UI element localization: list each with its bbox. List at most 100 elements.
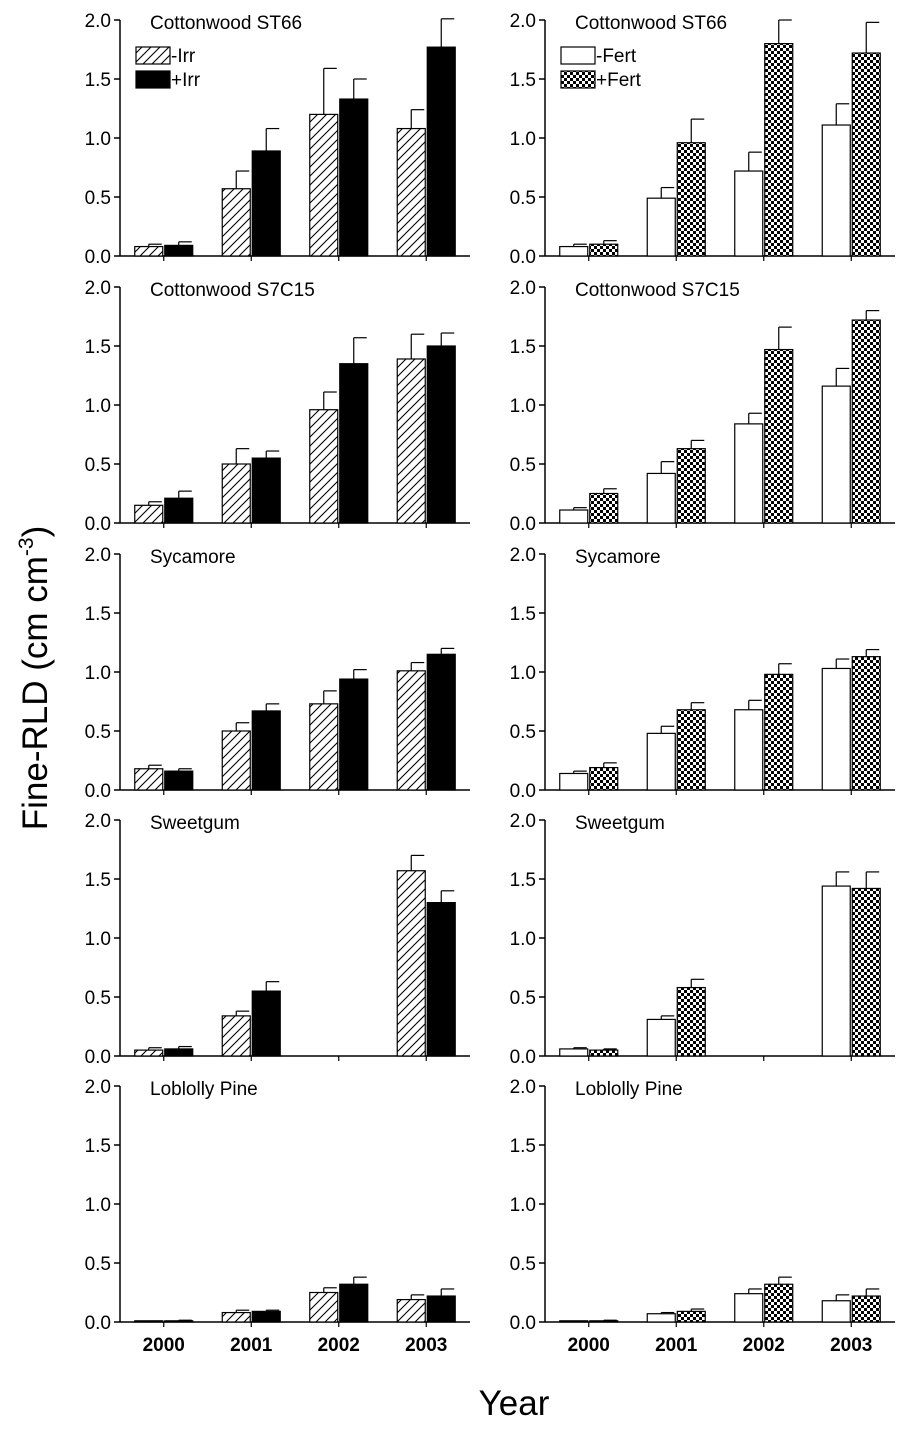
panel-title: Cottonwood S7C15 bbox=[575, 280, 740, 301]
legend-label: +Fert bbox=[596, 70, 642, 91]
bar bbox=[339, 678, 369, 791]
bar bbox=[221, 1015, 251, 1057]
bar bbox=[221, 188, 251, 257]
y-tick-label: 0.0 bbox=[510, 1313, 536, 1334]
y-tick-label: 1.0 bbox=[510, 929, 536, 950]
y-tick-label: 2.0 bbox=[510, 545, 536, 566]
y-tick-label: 0.0 bbox=[85, 247, 111, 268]
bar bbox=[396, 670, 426, 791]
bar bbox=[309, 409, 339, 524]
y-tick-label: 0.0 bbox=[510, 1047, 536, 1068]
bar bbox=[396, 127, 426, 257]
legend-label: -Fert bbox=[596, 46, 637, 67]
bar bbox=[164, 770, 194, 791]
bar bbox=[309, 1291, 339, 1323]
bar bbox=[339, 98, 369, 257]
bar bbox=[426, 1295, 456, 1323]
bar bbox=[764, 348, 794, 524]
chart-panel-right-1: 0.0 0.5 1.0 1.5 2.0 Cottonwood ST66 -Fert +Fert bbox=[510, 11, 895, 268]
bar bbox=[559, 772, 589, 791]
bar bbox=[734, 1293, 764, 1323]
y-tick-label: 1.5 bbox=[510, 1136, 536, 1157]
bar bbox=[676, 709, 706, 791]
y-tick-label: 2.0 bbox=[85, 11, 111, 32]
bar bbox=[251, 1310, 281, 1323]
y-tick-label: 2.0 bbox=[510, 11, 536, 32]
y-tick-label: 1.5 bbox=[510, 870, 536, 891]
y-tick-label: 0.0 bbox=[510, 781, 536, 802]
bar bbox=[764, 42, 794, 257]
legend-swatch bbox=[135, 70, 171, 89]
bar bbox=[676, 1310, 706, 1323]
bar bbox=[676, 142, 706, 257]
x-tick-label: 2000 bbox=[568, 1335, 610, 1356]
bar bbox=[426, 46, 456, 257]
chart-panel-left-2: 0.0 0.5 1.0 1.5 2.0 Cottonwood S7C15 bbox=[85, 278, 470, 535]
bar bbox=[559, 245, 589, 257]
y-tick-label: 2.0 bbox=[510, 1077, 536, 1098]
x-tick-label: 2003 bbox=[405, 1335, 447, 1356]
y-tick-label: 0.5 bbox=[85, 1254, 111, 1275]
bar bbox=[589, 492, 619, 524]
bar bbox=[251, 990, 281, 1057]
y-tick-label: 2.0 bbox=[85, 278, 111, 299]
bar bbox=[734, 423, 764, 524]
panel-title: Loblolly Pine bbox=[575, 1079, 683, 1100]
x-tick-label: 2002 bbox=[318, 1335, 360, 1356]
bar bbox=[821, 885, 851, 1057]
bar bbox=[396, 1298, 426, 1323]
panel-title: Sweetgum bbox=[150, 813, 240, 834]
y-tick-label: 1.5 bbox=[85, 870, 111, 891]
legend-swatch bbox=[560, 70, 596, 89]
bar bbox=[821, 667, 851, 791]
x-tick-label: 2001 bbox=[230, 1335, 273, 1356]
y-tick-label: 0.5 bbox=[510, 988, 536, 1009]
chart-panel-right-3: 0.0 0.5 1.0 1.5 2.0 Sycamore bbox=[510, 545, 895, 802]
y-axis-title-main: Fine-RLD (cm cm bbox=[16, 556, 55, 830]
y-tick-label: 1.0 bbox=[510, 1195, 536, 1216]
bar bbox=[251, 710, 281, 791]
bar bbox=[164, 1048, 194, 1057]
bar bbox=[164, 497, 194, 524]
y-tick-label: 1.5 bbox=[85, 337, 111, 358]
y-tick-label: 0.5 bbox=[85, 988, 111, 1009]
bar bbox=[221, 730, 251, 791]
panel-title: Cottonwood ST66 bbox=[150, 13, 302, 34]
y-tick-label: 0.5 bbox=[510, 455, 536, 476]
bar bbox=[851, 656, 881, 791]
chart-panel-left-1: 0.0 0.5 1.0 1.5 2.0 Cottonwood ST66 -Irr +Irr bbox=[85, 11, 470, 268]
bar bbox=[221, 463, 251, 524]
chart-panel-left-5: 0.0 0.5 1.0 1.5 2.0 Loblolly Pine 2000 2001 2002… bbox=[85, 1077, 470, 1356]
y-tick-label: 0.0 bbox=[85, 1047, 111, 1068]
bar bbox=[339, 363, 369, 524]
y-tick-label: 0.0 bbox=[85, 1313, 111, 1334]
legend-swatch bbox=[560, 46, 596, 65]
bar bbox=[821, 1300, 851, 1323]
y-tick-label: 2.0 bbox=[85, 1077, 111, 1098]
bar bbox=[559, 509, 589, 524]
panel-title: Sweetgum bbox=[575, 813, 665, 834]
y-tick-label: 1.5 bbox=[510, 604, 536, 625]
panel-title: Sycamore bbox=[575, 547, 661, 568]
y-tick-label: 1.5 bbox=[85, 70, 111, 91]
y-tick-label: 1.0 bbox=[510, 396, 536, 417]
bar bbox=[134, 1049, 164, 1057]
legend-swatch bbox=[135, 46, 171, 65]
panel-title: Sycamore bbox=[150, 547, 236, 568]
y-tick-label: 0.5 bbox=[510, 1254, 536, 1275]
x-tick-label: 2000 bbox=[143, 1335, 185, 1356]
y-tick-label: 0.5 bbox=[85, 455, 111, 476]
bar bbox=[134, 504, 164, 524]
legend-label: -Irr bbox=[171, 46, 196, 67]
bar bbox=[251, 150, 281, 257]
panel-title: Cottonwood S7C15 bbox=[150, 280, 315, 301]
bar bbox=[396, 358, 426, 524]
y-tick-label: 1.0 bbox=[85, 663, 111, 684]
bar bbox=[251, 457, 281, 524]
y-axis-title: Fine-RLD (cm cm-3) bbox=[15, 526, 55, 831]
bar bbox=[646, 732, 676, 791]
bar bbox=[764, 673, 794, 791]
bar bbox=[646, 1313, 676, 1323]
bar bbox=[589, 243, 619, 257]
y-tick-label: 1.0 bbox=[85, 929, 111, 950]
